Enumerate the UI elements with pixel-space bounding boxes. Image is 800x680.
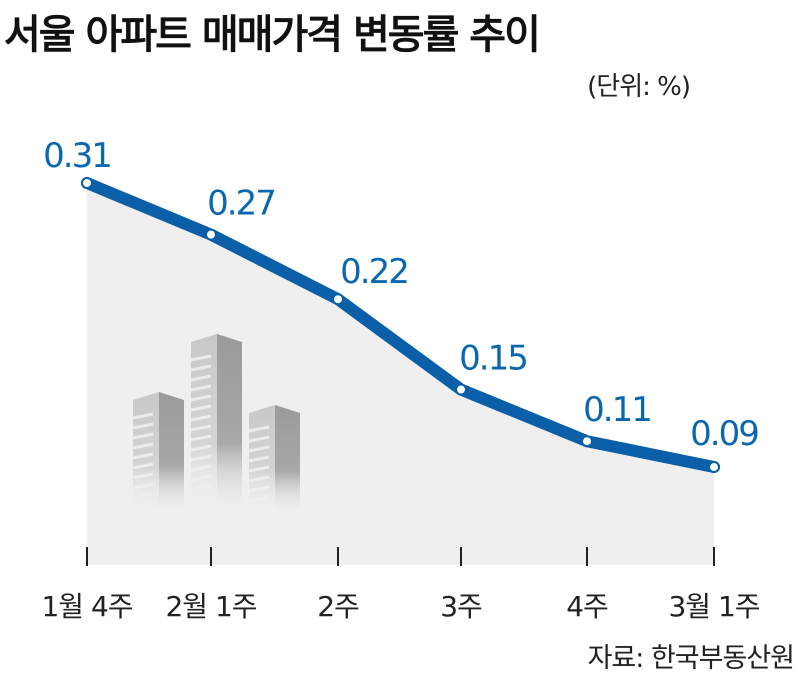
- data-label: 0.27: [207, 184, 275, 224]
- data-point: [332, 293, 344, 306]
- building-3: [248, 405, 300, 515]
- data-point: [708, 461, 720, 474]
- chart-title: 서울 아파트 매매가격 변동률 추이: [4, 12, 541, 58]
- data-label: 0.11: [583, 390, 651, 430]
- data-point: [581, 435, 593, 448]
- data-point: [205, 228, 217, 241]
- x-tick-label: 1월 4주: [41, 590, 132, 623]
- source-note: 자료: 한국부동산원: [587, 643, 795, 674]
- x-tick-label: 3월 1주: [668, 590, 759, 623]
- x-tick-label: 3주: [440, 590, 482, 623]
- building-2: [190, 334, 242, 515]
- building-1: [132, 392, 184, 515]
- x-tick-label: 2주: [317, 590, 359, 623]
- data-label: 0.09: [690, 414, 758, 454]
- series-line: [81, 177, 720, 474]
- data-label: 0.22: [340, 252, 408, 292]
- unit-label: (단위: %): [587, 72, 691, 102]
- buildings-illustration: [132, 334, 300, 515]
- data-label: 0.31: [43, 136, 111, 176]
- data-point: [81, 177, 93, 189]
- x-tick-label: 4주: [566, 590, 608, 623]
- x-tick-label: 2월 1주: [165, 590, 256, 623]
- data-point: [455, 383, 467, 396]
- data-label: 0.15: [459, 339, 527, 379]
- area-fill: [87, 183, 714, 565]
